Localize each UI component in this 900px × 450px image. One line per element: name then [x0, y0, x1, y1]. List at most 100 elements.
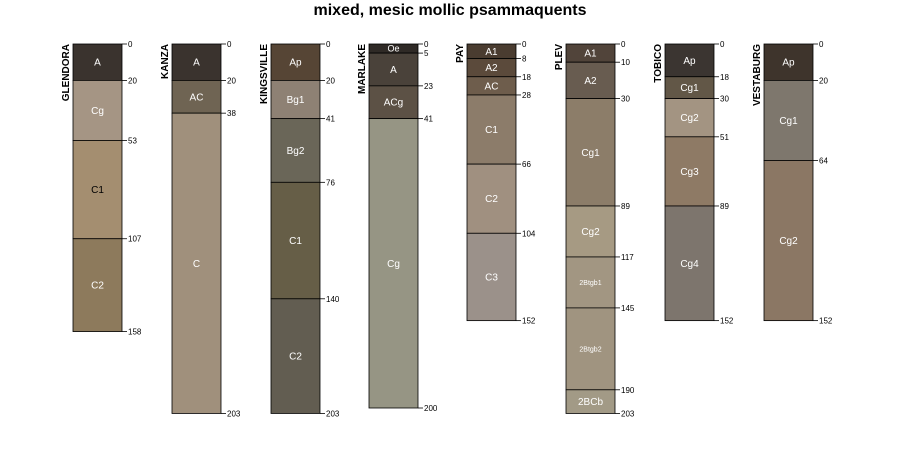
horizon-2btgb2	[565, 307, 616, 391]
profile-name: GLENDORA	[61, 44, 72, 101]
profile-pay: PAY A1 A2 AC C1 C2 C3 0 8 18 28 66 104 152	[455, 40, 536, 326]
horizon-c	[171, 112, 222, 414]
horizon-c2	[270, 298, 321, 414]
profile-name: TOBICO	[653, 44, 664, 83]
depth-label: 53	[128, 136, 137, 145]
depth-label: 152	[522, 317, 536, 326]
horizon-cg1	[565, 98, 616, 207]
horizon-label: C2	[485, 194, 498, 205]
horizon-c1	[466, 94, 517, 165]
depth-label: 18	[522, 73, 531, 82]
horizon-a2	[565, 61, 616, 100]
horizon-label: A	[193, 58, 200, 69]
depth-label: 203	[326, 409, 340, 418]
profile-kanza: KANZA A AC C 0 20 38 203	[160, 40, 241, 418]
horizon-label: A2	[485, 63, 498, 74]
horizon-label: A	[390, 65, 397, 76]
horizon-cg	[368, 118, 419, 409]
depth-label: 107	[128, 235, 142, 244]
profile-name: PAY	[455, 44, 466, 63]
horizon-ap	[763, 43, 814, 81]
depth-label: 41	[424, 115, 433, 124]
horizon-label: Ap	[683, 56, 696, 67]
depth-label: 20	[819, 76, 828, 85]
depth-label: 28	[522, 91, 531, 100]
profile-name: KANZA	[160, 44, 171, 79]
horizon-label: C2	[289, 352, 302, 363]
horizon-label: Cg1	[779, 116, 798, 127]
horizon-label: 2BCb	[578, 397, 603, 408]
depth-label: 30	[621, 95, 630, 104]
profile-marlake: MARLAKE Oe A ACg Cg 05 23 41 200	[357, 40, 438, 413]
horizon-cg1	[763, 80, 814, 161]
profile-name: MARLAKE	[357, 44, 368, 94]
depth-label: 30	[720, 95, 729, 104]
horizon-label: A2	[584, 76, 597, 87]
profile-vestaburg: VESTABURG Ap Cg1 Cg2 0 20 64 152	[752, 40, 833, 326]
depth-label: 152	[720, 317, 734, 326]
depth-label: 145	[621, 304, 635, 313]
horizon-cg2	[565, 205, 616, 258]
horizon-label: 2Btgb2	[579, 346, 601, 353]
horizon-label: Cg	[91, 106, 104, 117]
depth-label: 41	[326, 115, 335, 124]
horizon-label: A1	[485, 47, 498, 58]
horizon-c2	[466, 163, 517, 234]
depth-label: 38	[227, 109, 236, 118]
horizon-label: Cg	[387, 259, 400, 270]
horizon-c3	[466, 232, 517, 322]
horizon-label: Ap	[782, 58, 795, 69]
horizon-a	[72, 43, 123, 81]
horizon-label: AC	[190, 92, 204, 103]
depth-label: 5	[424, 49, 429, 58]
horizon-cg2	[763, 160, 814, 322]
profile-name: KINGSVILLE	[259, 44, 270, 104]
horizon-acg	[368, 85, 419, 120]
depth-label: 66	[522, 160, 531, 169]
chart-title: mixed, mesic mollic psammaquents	[313, 2, 587, 19]
depth-label: 203	[621, 409, 635, 418]
horizon-cg3	[664, 136, 715, 207]
depth-label: 10	[621, 58, 630, 67]
horizon-label: A1	[584, 49, 597, 60]
depth-label: 23	[424, 82, 433, 91]
horizon-label: C1	[289, 236, 302, 247]
depth-label: 0	[522, 40, 527, 49]
horizon-label: Cg1	[680, 83, 699, 94]
depth-label: 200	[424, 404, 438, 413]
depth-label: 152	[819, 317, 833, 326]
depth-label: 0	[720, 40, 725, 49]
profile-name: VESTABURG	[752, 44, 763, 106]
horizon-c1	[270, 181, 321, 300]
horizon-ap	[664, 43, 715, 78]
depth-label: 20	[326, 76, 335, 85]
depth-label: 158	[128, 328, 142, 337]
depth-label: 89	[720, 202, 729, 211]
horizon-label: Cg1	[581, 148, 600, 159]
horizon-label: A	[94, 58, 101, 69]
horizon-label: 2Btgb1	[579, 280, 601, 287]
depth-label: 20	[128, 76, 137, 85]
horizon-label: Ap	[289, 58, 302, 69]
depth-label: 0	[424, 40, 429, 49]
horizon-label: ACg	[384, 98, 403, 109]
horizon-2btgb1	[565, 256, 616, 309]
horizon-label: Cg2	[680, 113, 699, 124]
depth-label: 89	[621, 202, 630, 211]
horizon-label: C	[193, 259, 200, 270]
horizon-label: C1	[91, 185, 104, 196]
depth-label: 117	[621, 253, 634, 262]
horizon-label: AC	[485, 81, 499, 92]
profile-kingsville: KINGSVILLE Ap Bg1 Bg2 C1 C2 0 20 41 76 140 203	[259, 40, 340, 418]
profile-name: PLEV	[554, 44, 565, 70]
depth-label: 0	[128, 40, 133, 49]
depth-label: 64	[819, 156, 828, 165]
depth-label: 0	[819, 40, 824, 49]
horizon-label: Cg3	[680, 167, 699, 178]
horizon-bg1	[270, 80, 321, 120]
horizon-label: Oe	[387, 44, 399, 54]
horizon-a	[171, 43, 222, 81]
depth-label: 0	[326, 40, 331, 49]
profile-glendora: GLENDORA A Cg C1 C2 0 20 53 107 158	[61, 40, 142, 337]
